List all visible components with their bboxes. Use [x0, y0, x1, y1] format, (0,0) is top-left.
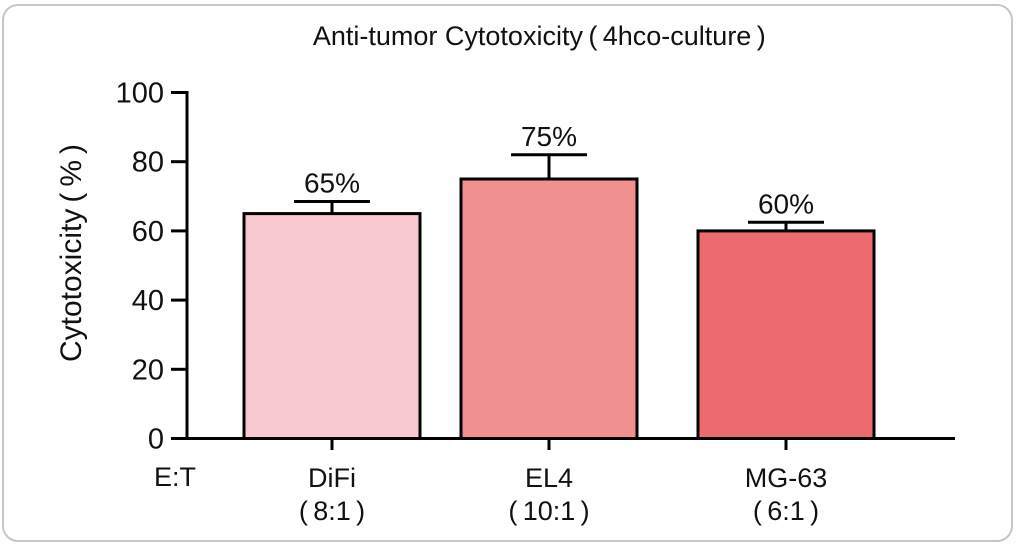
x-ratio-label: ( 10:1 ) — [503, 496, 595, 526]
x-category-label: MG-63 — [745, 463, 828, 493]
y-tick-label: 20 — [132, 354, 164, 386]
y-tick-label: 60 — [132, 216, 164, 248]
bar-MG-63 — [696, 229, 876, 440]
bar-value-label: 65% — [304, 167, 360, 198]
y-tick-label: 80 — [132, 147, 164, 179]
x-ratio-label: ( 6:1 ) — [747, 496, 824, 526]
x-category-label: DiFi — [308, 463, 356, 493]
y-tick-label: 100 — [116, 78, 164, 110]
chart-title: Anti-tumor Cytotoxicity ( 4hco-culture ) — [312, 21, 772, 51]
x-ratio-label: ( 8:1 ) — [293, 496, 370, 526]
et-ratio-prefix-label: E:T — [154, 462, 196, 492]
x-category-label: EL4 — [525, 463, 573, 493]
bar-DiFi — [242, 212, 422, 440]
bar-value-label: 60% — [758, 188, 814, 219]
y-tick-label: 40 — [132, 285, 164, 317]
y-tick-label: 0 — [148, 424, 164, 456]
bar-EL4 — [459, 177, 639, 440]
bar-value-label: 75% — [521, 121, 577, 152]
